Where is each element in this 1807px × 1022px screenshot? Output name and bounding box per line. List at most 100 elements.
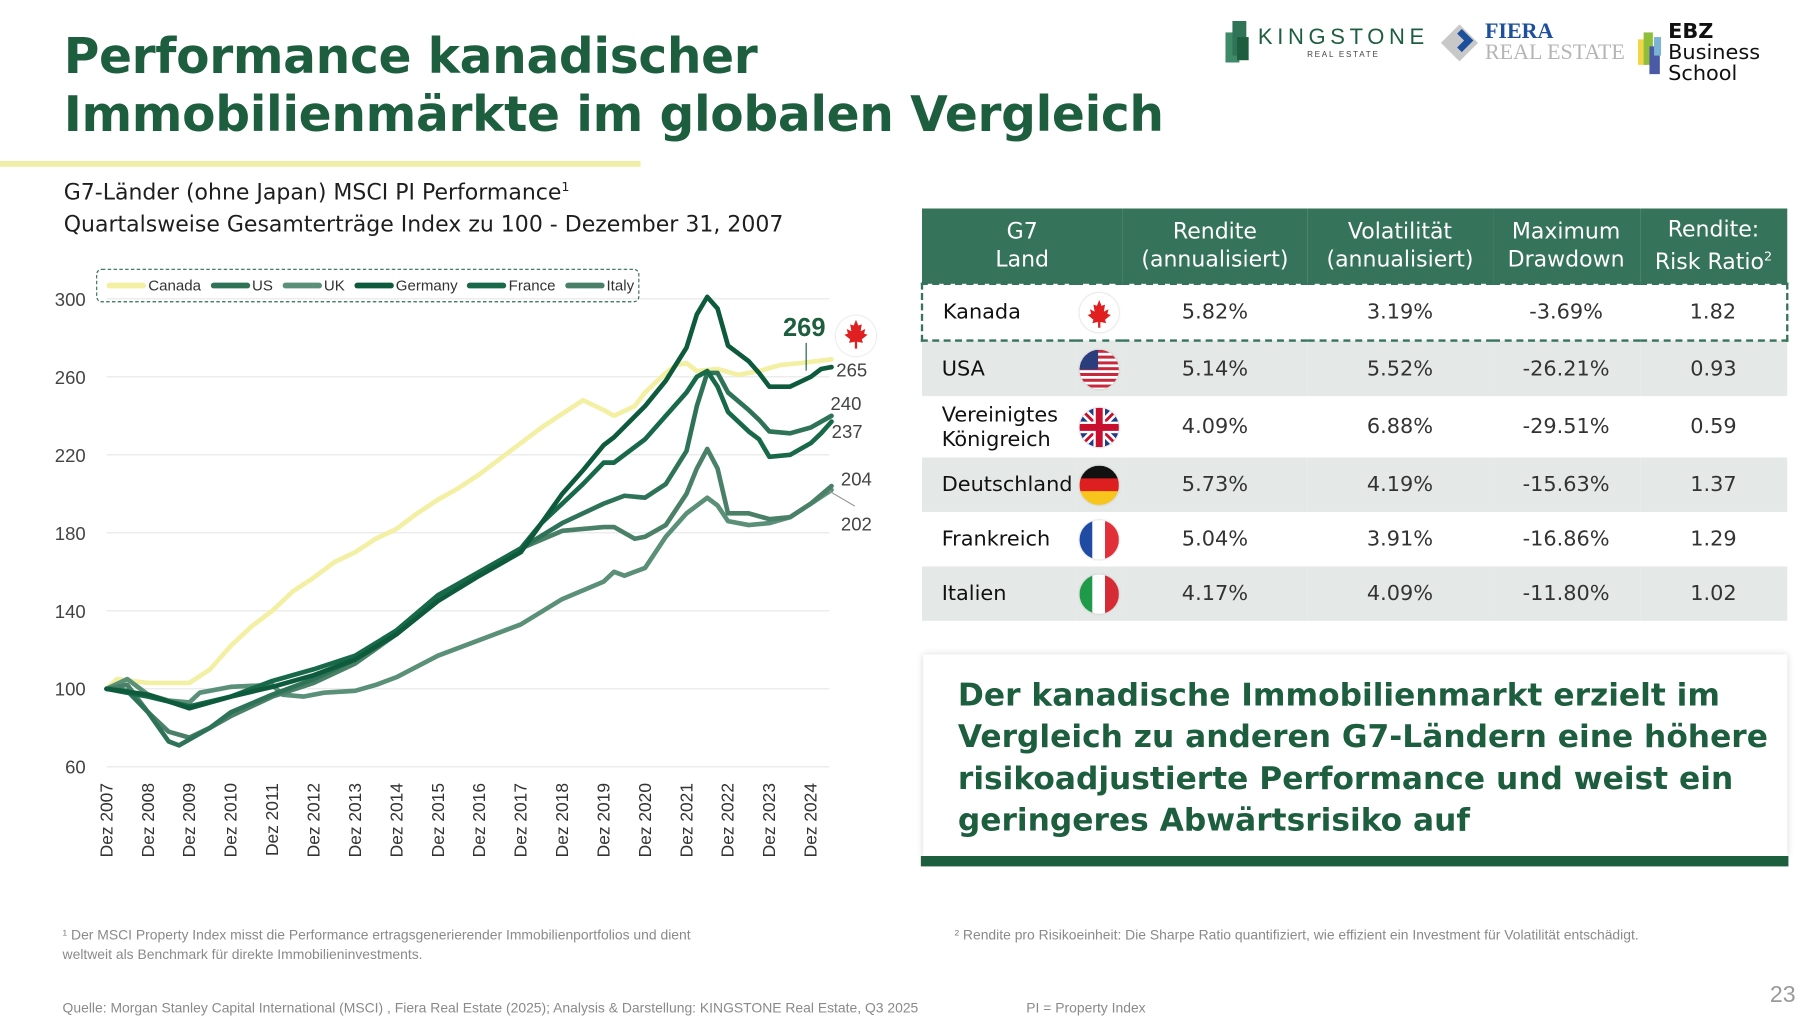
ebz-logo-bold: EBZ <box>1668 19 1714 45</box>
header-line-1: G7 <box>1006 218 1038 245</box>
max-drawdown-cell: -11.80% <box>1492 566 1640 621</box>
risk-ratio-cell: 1.29 <box>1690 527 1737 552</box>
header-line-1: Maximum <box>1511 218 1621 245</box>
x-tick-label: Dez 2009 <box>179 783 199 857</box>
x-tick-label: Dez 2019 <box>593 783 613 857</box>
legend-swatch <box>282 282 322 289</box>
footnote-ref: 2 <box>1763 248 1773 264</box>
flag-cell <box>1076 340 1123 397</box>
country-cell: Frankreich <box>941 527 1051 552</box>
table-row: Italien 4.17% 4.09% -11.80% 1.02 <box>922 566 1788 621</box>
fiera-logo-text: FIERA <box>1484 19 1554 45</box>
fiera-logo: FIERA REAL ESTATE <box>1436 20 1625 66</box>
legend-item-italy: Italy <box>564 276 635 295</box>
risk-ratio-cell: 1.02 <box>1639 566 1788 621</box>
callout-text: Der kanadische Immobilienmarkt erzielt i… <box>957 677 1768 839</box>
end-label-canada: 269 <box>783 314 826 342</box>
y-tick-label: 140 <box>55 601 86 622</box>
x-tick-label: Dez 2008 <box>138 783 158 857</box>
legend-item-canada: Canada <box>106 277 201 294</box>
volatility-cell: 6.88% <box>1366 414 1434 439</box>
end-label-uk: 202 <box>841 514 872 535</box>
end-label-france: 237 <box>832 421 863 442</box>
volatility-cell: 4.09% <box>1307 566 1493 621</box>
x-tick-label: Dez 2015 <box>428 783 448 857</box>
line-chart: 60 100 140 180 220 260 300 Dez 2007 Dez 2008 Dez … <box>55 289 878 857</box>
canada-flag-icon <box>1079 292 1119 332</box>
risk-ratio-cell: 0.93 <box>1639 340 1788 397</box>
legend-label: Italy <box>606 276 635 295</box>
volatility-cell: 5.52% <box>1307 340 1493 397</box>
x-tick-label: Dez 2013 <box>345 783 365 857</box>
table-header-cell: G7 Land <box>922 208 1123 284</box>
legend-label: France <box>508 276 556 295</box>
x-tick-label: Dez 2011 <box>262 783 282 856</box>
footnote-ref: 1 <box>561 179 570 195</box>
volatility-cell: 4.19% <box>1307 457 1493 512</box>
title-line-2: Immobilienmärkte im globalen Vergleich <box>63 85 1164 143</box>
pi-note: PI = Property Index <box>1026 999 1146 1016</box>
legend-label: Germany <box>395 276 458 295</box>
series-line-italy <box>104 446 834 740</box>
x-tick-label: Dez 2010 <box>221 783 241 857</box>
legend-label: US <box>251 276 273 295</box>
max-drawdown-cell: -3.69% <box>1492 282 1640 342</box>
ebz-logo-line2: School <box>1668 61 1738 86</box>
fiera-logo-subtext: REAL ESTATE <box>1484 40 1625 65</box>
callout-box: Der kanadische Immobilienmarkt erzielt i… <box>923 654 1788 858</box>
uk-flag-icon <box>1079 407 1119 447</box>
x-tick-label: Dez 2007 <box>96 783 116 857</box>
y-tick-label: 100 <box>55 679 86 700</box>
country-cell: USA <box>922 340 1077 397</box>
header-line-2: (annualisiert) <box>1141 246 1289 273</box>
title-underline <box>0 161 641 167</box>
kingstone-building-icon <box>1225 20 1249 63</box>
callout-leader <box>829 490 856 507</box>
volatility-cell: 3.91% <box>1366 527 1434 552</box>
header-line-1: Rendite <box>1172 218 1257 245</box>
legend-item-us: US <box>210 277 273 294</box>
max-drawdown-cell: -26.21% <box>1492 340 1640 397</box>
x-tick-label: Dez 2020 <box>635 783 655 857</box>
table-header-row: G7 Land Rendite (annualisiert) Volatilität (a… <box>922 208 1788 284</box>
table-row: Kanada 5.82% 3.19% -3.69% 1.82 <box>920 282 1789 342</box>
x-tick-label: Dez 2016 <box>469 783 489 857</box>
title-line-1: Performance kanadischer <box>63 27 758 85</box>
y-tick-label: 220 <box>55 445 86 466</box>
footnote-1-line-1: ¹ Der MSCI Property Index misst die Perf… <box>62 926 691 943</box>
country-cell: Vereinigtes Königreich <box>941 402 1059 452</box>
max-drawdown-cell: -15.63% <box>1492 457 1640 512</box>
risk-ratio-cell: 0.59 <box>1690 414 1737 439</box>
legend-label: UK <box>323 276 345 295</box>
header-line-2: (annualisiert) <box>1326 246 1474 273</box>
rendite-cell: 5.04% <box>1181 527 1249 552</box>
series-line-uk <box>104 487 834 705</box>
x-tick-label: Dez 2018 <box>552 783 572 857</box>
usa-flag-icon <box>1079 349 1119 389</box>
italy-flag-icon <box>1079 573 1119 614</box>
comparison-table: G7 Land Rendite (annualisiert) Volatilität (a… <box>920 208 1789 621</box>
table-row: USA 5.14% 5.52% -26.21% 0.93 <box>922 340 1788 397</box>
rendite-cell: 5.14% <box>1122 340 1308 397</box>
germany-flag-icon <box>1079 465 1119 505</box>
kingstone-logo-subtext: REAL ESTATE <box>1307 50 1380 59</box>
legend-swatch <box>466 282 507 289</box>
volatility-cell: 3.19% <box>1307 282 1493 342</box>
header-line-1: Volatilität <box>1347 218 1453 245</box>
x-tick-label: Dez 2012 <box>303 783 323 857</box>
table-header-cell: Volatilität (annualisiert) <box>1307 208 1493 284</box>
subtitle-text: G7-Länder (ohne Japan) MSCI PI Performan… <box>63 179 562 206</box>
flag-cell <box>1076 282 1123 342</box>
table-header-cell: Rendite: Risk Ratio2 <box>1639 208 1788 284</box>
y-tick-label: 60 <box>65 757 86 778</box>
rendite-cell: 4.17% <box>1122 566 1308 621</box>
x-tick-label: Dez 2022 <box>718 783 738 857</box>
kingstone-logo: KINGSTONE REAL ESTATE <box>1223 20 1429 63</box>
series-line-canada <box>104 356 834 692</box>
header-line-1: Rendite: <box>1667 216 1760 242</box>
risk-ratio-cell: 1.82 <box>1639 282 1789 342</box>
rendite-cell: 5.82% <box>1122 282 1308 342</box>
end-label-us: 240 <box>831 393 862 414</box>
table-row: Frankreich 5.04% 3.91% -16.86% 1.29 <box>922 512 1787 566</box>
